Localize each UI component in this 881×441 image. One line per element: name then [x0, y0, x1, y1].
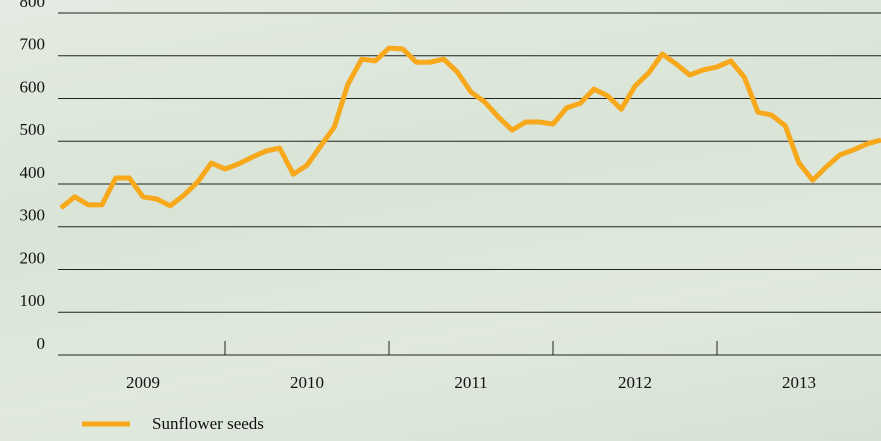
- y-tick-label: 800: [20, 0, 46, 11]
- y-tick-label: 0: [37, 334, 46, 353]
- x-tick-label: 2009: [126, 373, 160, 392]
- y-tick-label: 100: [20, 291, 46, 310]
- x-tick-label: 2011: [454, 373, 487, 392]
- y-tick-label: 600: [20, 77, 46, 96]
- x-tick-label: 2013: [782, 373, 816, 392]
- y-tick-label: 300: [20, 206, 46, 225]
- y-tick-label: 200: [20, 248, 46, 267]
- y-tick-label: 400: [20, 163, 46, 182]
- legend-label: Sunflower seeds: [152, 414, 264, 433]
- x-tick-label: 2012: [618, 373, 652, 392]
- y-tick-label: 500: [20, 120, 46, 139]
- y-tick-label: 700: [20, 35, 46, 54]
- x-tick-label: 2010: [290, 373, 324, 392]
- data-line: [59, 45, 881, 210]
